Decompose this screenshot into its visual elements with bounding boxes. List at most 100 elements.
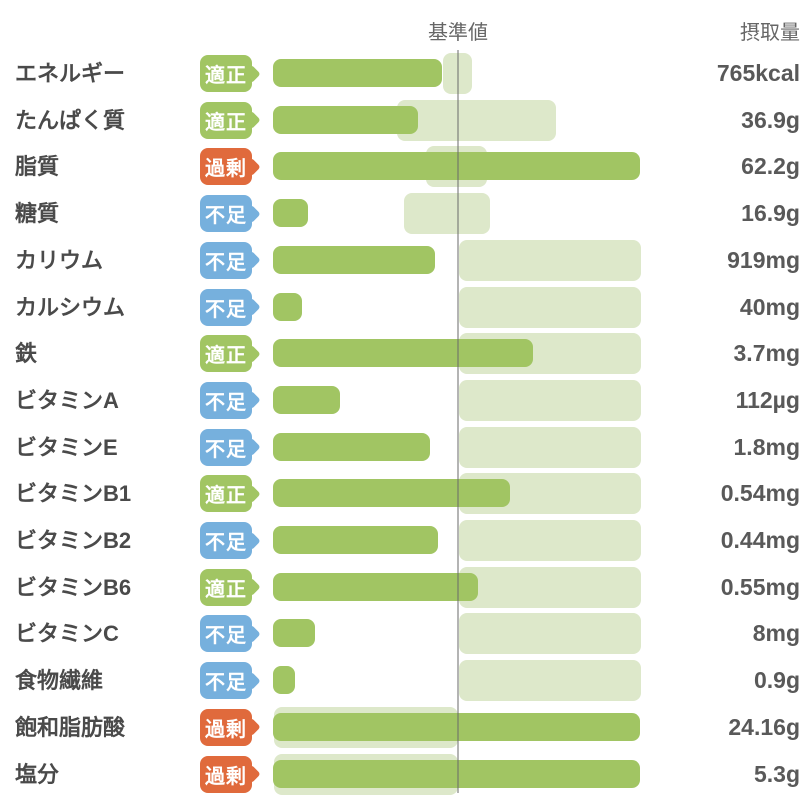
intake-value: 919mg: [727, 246, 800, 273]
intake-value: 8mg: [752, 620, 800, 647]
intake-bar: [273, 619, 315, 648]
nutrient-row: 塩分 過剰 5.3g: [0, 751, 810, 798]
nutrient-row: ビタミンA 不足 112µg: [0, 377, 810, 424]
intake-value: 0.9g: [753, 667, 800, 694]
acceptable-range-band: [404, 193, 490, 235]
reference-line: [457, 50, 459, 793]
intake-value: 0.55mg: [720, 573, 800, 600]
intake-bar: [273, 666, 295, 695]
nutrient-row: ビタミンB6 適正 0.55mg: [0, 564, 810, 611]
status-badge-label: 不足: [205, 251, 247, 274]
nutrient-label: ビタミンB6: [15, 574, 132, 600]
intake-value: 36.9g: [741, 106, 800, 133]
nutrient-row: たんぱく質 適正 36.9g: [0, 97, 810, 144]
intake-value: 16.9g: [741, 200, 800, 227]
intake-value: 5.3g: [753, 760, 800, 787]
status-badge-label: 不足: [205, 625, 247, 648]
nutrient-label: たんぱく質: [15, 107, 126, 133]
status-badge: 不足: [200, 428, 252, 466]
nutrient-label: 脂質: [15, 154, 60, 180]
intake-bar: [273, 59, 442, 87]
nutrient-row: カリウム 不足 919mg: [0, 237, 810, 284]
nutrient-row: 糖質 不足 16.9g: [0, 190, 810, 237]
nutrient-label: 食物繊維: [15, 668, 104, 694]
intake-bar: [273, 385, 340, 414]
intake-bar: [273, 759, 640, 788]
intake-bar: [273, 432, 430, 461]
nutrient-label: 糖質: [15, 201, 60, 227]
intake-value: 1.8mg: [733, 433, 800, 460]
status-badge-label: 適正: [205, 485, 247, 508]
acceptable-range-band: [397, 99, 556, 141]
nutrient-row: カルシウム 不足 40mg: [0, 284, 810, 331]
status-badge-label: 不足: [205, 672, 247, 695]
acceptable-range-band: [459, 520, 641, 561]
intake-value: 3.7mg: [733, 340, 800, 367]
intake-value: 765kcal: [716, 60, 800, 86]
nutrient-row: ビタミンC 不足 8mg: [0, 610, 810, 657]
status-badge: 過剰: [200, 148, 252, 186]
intake-bar: [273, 339, 533, 368]
nutrient-label: ビタミンB1: [15, 481, 132, 507]
nutrient-label: ビタミンB2: [15, 528, 132, 553]
status-badge-label: 不足: [205, 438, 247, 461]
intake-value: 112µg: [735, 386, 800, 413]
nutrient-label: エネルギー: [15, 61, 126, 86]
status-badge-label: 適正: [205, 111, 247, 134]
nutrient-row: エネルギー 適正 765kcal: [0, 50, 810, 97]
intake-value: 62.2g: [741, 153, 800, 180]
intake-bar: [273, 245, 435, 274]
reference-value-header: 基準値: [428, 22, 488, 44]
status-badge-label: 適正: [205, 578, 247, 601]
status-badge: 適正: [200, 335, 252, 373]
status-badge-label: 不足: [205, 391, 247, 414]
nutrient-row: ビタミンB1 適正 0.54mg: [0, 470, 810, 517]
nutrient-row: 脂質 過剰 62.2g: [0, 143, 810, 190]
intake-bar: [273, 292, 302, 321]
status-badge-label: 適正: [205, 345, 247, 368]
nutrient-label: 塩分: [15, 761, 60, 787]
acceptable-range-band: [459, 613, 641, 655]
nutrient-row: 鉄 適正 3.7mg: [0, 330, 810, 377]
status-badge: 適正: [200, 55, 252, 92]
intake-amount-header: 摂取量: [740, 22, 800, 44]
nutrient-label: ビタミンA: [15, 387, 119, 413]
status-badge: 適正: [200, 568, 252, 606]
acceptable-range-band: [459, 239, 641, 281]
nutrient-label: 鉄: [15, 341, 38, 367]
intake-bar: [273, 105, 418, 134]
intake-value: 0.54mg: [720, 480, 800, 507]
intake-bar: [273, 152, 640, 181]
status-badge: 過剰: [200, 708, 252, 746]
status-badge: 適正: [200, 101, 252, 139]
status-badge-label: 適正: [205, 65, 247, 87]
nutrient-label: 飽和脂肪酸: [15, 714, 126, 740]
acceptable-range-band: [459, 286, 641, 328]
nutrient-label: ビタミンE: [15, 434, 118, 460]
acceptable-range-band: [459, 426, 641, 468]
status-badge: 不足: [200, 615, 252, 653]
acceptable-range-band: [459, 566, 641, 608]
intake-bar: [273, 479, 510, 508]
status-badge: 不足: [200, 288, 252, 326]
status-badge: 過剰: [200, 755, 252, 793]
acceptable-range-band: [459, 660, 641, 702]
intake-bar: [273, 526, 438, 554]
status-badge: 不足: [200, 662, 252, 700]
status-badge-label: 不足: [205, 532, 247, 554]
status-badge: 不足: [200, 381, 252, 419]
status-badge: 不足: [200, 241, 252, 279]
nutrient-label: カルシウム: [15, 294, 126, 320]
nutrient-row: 飽和脂肪酸 過剰 24.16g: [0, 704, 810, 751]
status-badge-label: 過剰: [205, 718, 247, 741]
status-badge-label: 不足: [205, 205, 247, 228]
status-badge-label: 過剰: [205, 158, 247, 181]
status-badge-label: 不足: [205, 298, 247, 321]
status-badge: 適正: [200, 475, 252, 513]
nutrient-row: ビタミンB2 不足 0.44mg: [0, 517, 810, 564]
status-badge: 不足: [200, 522, 252, 559]
intake-value: 40mg: [739, 293, 800, 320]
nutrient-label: ビタミンC: [15, 621, 119, 647]
status-badge: 不足: [200, 195, 252, 233]
